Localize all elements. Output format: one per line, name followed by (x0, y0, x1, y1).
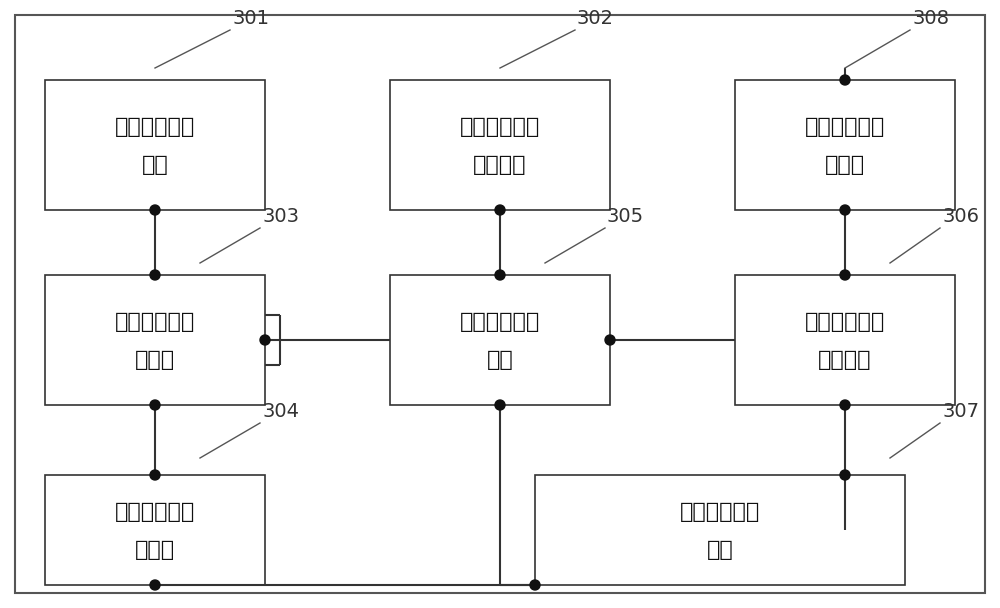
Text: 算模块: 算模块 (825, 155, 865, 175)
Text: 局部血流量计: 局部血流量计 (115, 502, 195, 522)
Circle shape (260, 335, 270, 345)
Text: 301: 301 (232, 9, 269, 28)
Text: 308: 308 (912, 9, 949, 28)
Circle shape (495, 205, 505, 215)
Bar (390, 275, 610, 405)
Circle shape (150, 470, 160, 480)
Text: 脉搏波信号转: 脉搏波信号转 (115, 312, 195, 332)
Circle shape (840, 270, 850, 280)
Text: 模块: 模块 (487, 350, 513, 370)
Text: 测量模块: 测量模块 (473, 155, 527, 175)
Text: 307: 307 (942, 402, 979, 421)
Text: 304: 304 (262, 402, 299, 421)
Text: 303: 303 (262, 207, 299, 226)
Text: 302: 302 (577, 9, 614, 28)
Circle shape (605, 335, 615, 345)
Circle shape (150, 580, 160, 590)
Bar (390, 80, 610, 210)
Circle shape (530, 580, 540, 590)
Text: 306: 306 (942, 207, 979, 226)
Text: 生理模型创建: 生理模型创建 (460, 312, 540, 332)
Text: 光电信号接发: 光电信号接发 (115, 117, 195, 137)
Bar (535, 475, 905, 585)
Circle shape (150, 270, 160, 280)
Text: 连续心输出量: 连续心输出量 (805, 312, 885, 332)
Circle shape (840, 205, 850, 215)
Circle shape (495, 400, 505, 410)
Circle shape (840, 470, 850, 480)
Text: 每搏输出量计: 每搏输出量计 (805, 117, 885, 137)
Circle shape (495, 270, 505, 280)
Text: 换模块: 换模块 (135, 350, 175, 370)
Circle shape (840, 75, 850, 85)
Bar (45, 475, 265, 585)
Bar (735, 275, 955, 405)
Circle shape (840, 400, 850, 410)
Text: 模块: 模块 (142, 155, 168, 175)
Text: 标准心输出量: 标准心输出量 (460, 117, 540, 137)
Circle shape (150, 205, 160, 215)
Text: 305: 305 (607, 207, 644, 226)
Text: 模块: 模块 (707, 540, 733, 560)
Bar (45, 80, 265, 210)
Circle shape (150, 400, 160, 410)
Text: 计算模块: 计算模块 (818, 350, 872, 370)
Bar (735, 80, 955, 210)
Text: 算模块: 算模块 (135, 540, 175, 560)
Bar (45, 275, 265, 405)
Text: 脉率信息获取: 脉率信息获取 (680, 502, 760, 522)
